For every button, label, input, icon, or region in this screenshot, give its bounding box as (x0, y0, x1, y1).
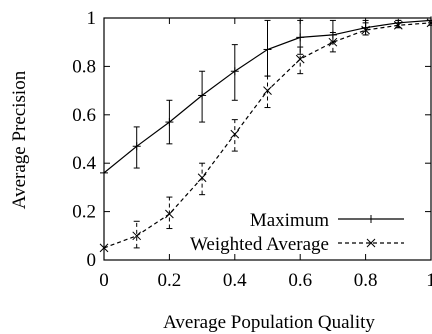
maximum-point (263, 45, 272, 54)
x-tick-label: 1 (426, 270, 432, 291)
plot-series (99, 16, 432, 253)
x-tick-label: 0 (99, 270, 109, 291)
x-tick-label: 0.8 (354, 270, 378, 291)
plot-frame (103, 17, 432, 261)
weighted-average-point (426, 18, 432, 28)
maximum-point (296, 33, 305, 42)
weighted-average-error-bar (297, 46, 304, 75)
y-axis-title: Average Precision (9, 70, 30, 209)
weighted-average-point (165, 209, 174, 219)
weighted-average-point (295, 54, 305, 64)
x-axis-title: Average Population Quality (163, 312, 375, 333)
weighted-average-error-bar (133, 220, 140, 249)
legend: Maximum Weighted Average (190, 210, 404, 255)
weighted-average-error-bar (166, 196, 173, 230)
legend-label-maximum: Maximum (250, 210, 329, 231)
weighted-average-error-bar (199, 162, 206, 196)
x-tick-label: 0.6 (288, 270, 312, 291)
series-weighted-average (99, 18, 432, 253)
weighted-average-point (197, 173, 207, 183)
maximum-point (230, 67, 239, 76)
weighted-average-point (230, 129, 240, 139)
maximum-point (100, 168, 108, 177)
y-tick-label: 0 (87, 250, 97, 271)
weighted-average-point (263, 86, 272, 95)
weighted-average-point (132, 231, 142, 241)
maximum-point (198, 91, 207, 100)
y-tick-label: 0.6 (72, 105, 96, 126)
weighted-average-point (361, 25, 370, 35)
weighted-average-error-bar (231, 119, 238, 152)
weighted-average-point (393, 20, 403, 30)
axes: 0 0.2 0.4 0.6 0.8 1 0 0.2 0.4 0.6 0.8 1 (72, 8, 432, 291)
legend-marker-weighted-average (366, 238, 376, 248)
y-tick-label: 1 (87, 8, 97, 29)
y-tick-label: 0.4 (72, 153, 96, 174)
legend-marker-maximum (367, 215, 375, 223)
x-tick-label: 0.4 (223, 270, 247, 291)
weighted-average-point (328, 37, 338, 47)
weighted-average-error-bar (362, 22, 369, 36)
y-tick-label: 0.8 (72, 56, 96, 77)
series-maximum (100, 16, 432, 177)
weighted-average-error-bar (264, 75, 271, 109)
legend-label-weighted-average: Weighted Average (190, 234, 329, 255)
x-tick-label: 0.2 (158, 270, 182, 291)
y-tick-label: 0.2 (72, 202, 96, 223)
maximum-point (132, 142, 141, 151)
weighted-average-point (99, 243, 109, 253)
maximum-point (165, 118, 174, 127)
